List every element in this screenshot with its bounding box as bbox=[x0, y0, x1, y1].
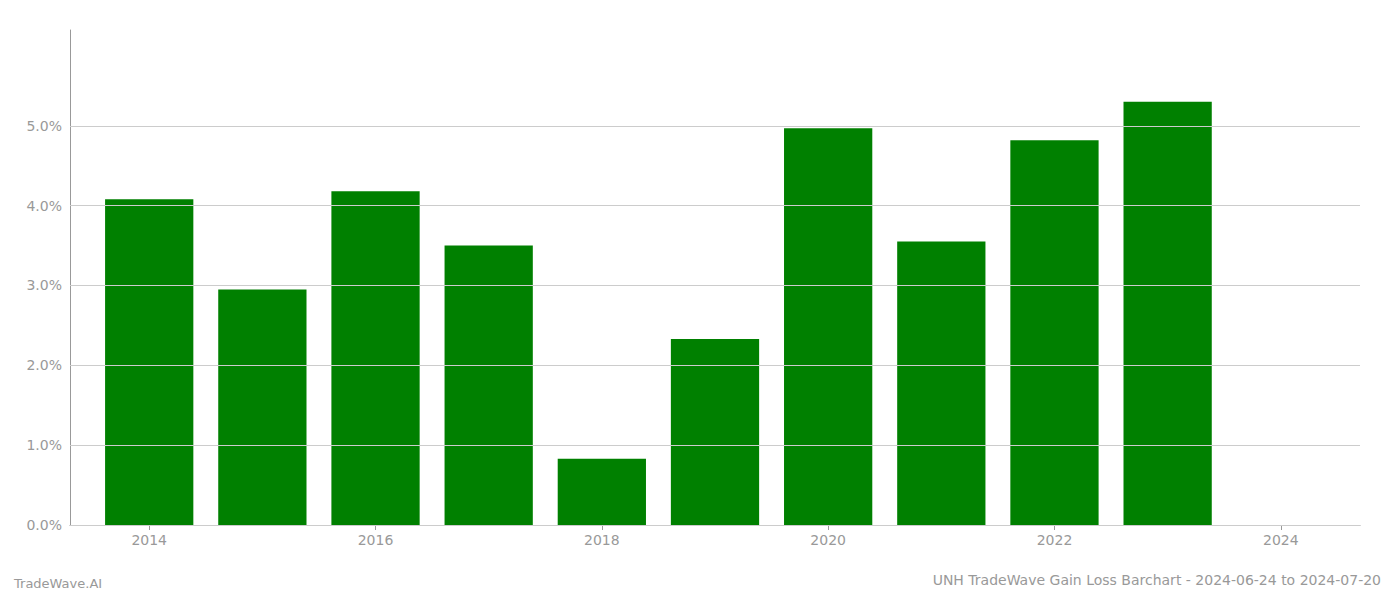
svg-text:2024: 2024 bbox=[1263, 532, 1299, 548]
svg-text:2020: 2020 bbox=[810, 532, 846, 548]
svg-text:2018: 2018 bbox=[584, 532, 620, 548]
svg-text:2.0%: 2.0% bbox=[26, 357, 62, 373]
svg-text:4.0%: 4.0% bbox=[26, 198, 62, 214]
svg-text:2016: 2016 bbox=[358, 532, 394, 548]
svg-text:TradeWave.AI: TradeWave.AI bbox=[13, 576, 102, 591]
svg-text:5.0%: 5.0% bbox=[26, 118, 62, 134]
svg-text:2022: 2022 bbox=[1037, 532, 1073, 548]
svg-text:0.0%: 0.0% bbox=[26, 517, 62, 533]
svg-text:UNH TradeWave Gain Loss Barcha: UNH TradeWave Gain Loss Barchart - 2024-… bbox=[933, 572, 1381, 588]
svg-text:1.0%: 1.0% bbox=[26, 437, 62, 453]
svg-text:2014: 2014 bbox=[131, 532, 167, 548]
svg-text:3.0%: 3.0% bbox=[26, 277, 62, 293]
